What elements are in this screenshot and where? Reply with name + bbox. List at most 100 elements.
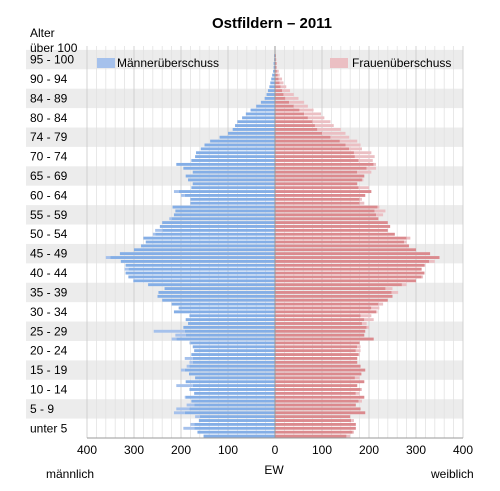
female-surplus-bar xyxy=(280,85,287,89)
female-bar xyxy=(275,248,416,252)
male-bar xyxy=(192,360,275,364)
female-bar xyxy=(275,69,277,73)
male-bar xyxy=(184,193,275,197)
female-bar xyxy=(275,337,374,341)
male-surplus-bar xyxy=(105,256,111,259)
age-group-label: 60 - 64 xyxy=(30,188,68,202)
female-bar xyxy=(275,372,362,376)
female-surplus-bar xyxy=(354,376,360,380)
male-surplus-bar xyxy=(181,193,185,197)
female-bar xyxy=(275,73,278,77)
male-bar xyxy=(185,395,275,399)
age-group-label: 45 - 49 xyxy=(30,247,68,261)
male-surplus-bar xyxy=(173,190,179,193)
female-surplus-bar xyxy=(312,120,331,124)
male-surplus-bar xyxy=(195,415,200,419)
female-surplus-bar xyxy=(361,178,364,182)
male-bar xyxy=(197,430,275,434)
male-bars xyxy=(105,46,276,438)
female-bar xyxy=(275,182,358,186)
male-bar xyxy=(185,318,275,322)
female-surplus-bar xyxy=(424,263,426,267)
male-bar xyxy=(171,302,275,306)
female-bar xyxy=(275,178,362,182)
female-surplus-bar xyxy=(358,186,369,190)
female-bar xyxy=(275,232,395,236)
female-bar xyxy=(275,364,361,368)
male-surplus-bar xyxy=(173,411,185,415)
male-surplus-bar xyxy=(152,232,156,236)
male-bar xyxy=(194,426,275,430)
male-bar xyxy=(164,287,275,291)
male-bar xyxy=(256,104,275,108)
male-bar xyxy=(128,267,275,271)
male-bar xyxy=(245,112,275,116)
male-bar xyxy=(134,279,275,283)
male-surplus-bar xyxy=(183,426,195,430)
x-tick-label: 300 xyxy=(124,443,144,457)
male-bar xyxy=(194,403,275,407)
female-bar xyxy=(275,96,286,100)
female-bar xyxy=(275,279,416,283)
female-bar xyxy=(275,329,366,333)
age-group-label: unter 5 xyxy=(30,421,68,435)
female-surplus-bar xyxy=(279,81,284,85)
age-group-label: 74 - 79 xyxy=(30,130,68,144)
male-bar xyxy=(125,263,275,267)
male-bar xyxy=(189,388,275,391)
male-bar xyxy=(273,62,275,65)
male-bar xyxy=(267,89,275,93)
female-bar xyxy=(275,205,378,209)
female-bar xyxy=(275,349,356,353)
male-bar xyxy=(189,314,275,318)
female-bar xyxy=(275,380,365,384)
male-bar xyxy=(185,380,275,384)
x-tick-label: 200 xyxy=(171,443,191,457)
female-surplus-bar xyxy=(278,77,283,81)
male-bar xyxy=(171,217,275,221)
female-surplus-bar xyxy=(364,318,374,322)
female-bar xyxy=(275,225,391,228)
female-bar xyxy=(275,271,425,275)
female-surplus-bar xyxy=(377,205,380,209)
female-surplus-bar xyxy=(378,302,384,306)
female-bar xyxy=(275,360,358,364)
female-bar xyxy=(275,244,409,248)
female-bar xyxy=(275,267,422,271)
female-bar xyxy=(275,302,379,306)
female-bar xyxy=(275,287,386,291)
male-surplus-bar xyxy=(169,217,172,221)
male-bar xyxy=(204,143,275,147)
female-bar xyxy=(275,100,290,104)
male-bar xyxy=(162,228,275,232)
x-tick-labels: 400 300 200 100 0 100 200 300 400 xyxy=(77,443,473,457)
female-surplus-bar xyxy=(322,131,346,135)
female-bars xyxy=(275,46,440,438)
female-bar xyxy=(275,151,354,155)
male-bar xyxy=(158,291,275,294)
female-surplus-bar xyxy=(293,104,308,108)
male-bar xyxy=(264,96,275,100)
male-bar xyxy=(192,356,275,360)
male-bar xyxy=(178,190,275,193)
legend-female-surplus: Frauenüberschuss xyxy=(330,56,451,70)
female-surplus-bar xyxy=(339,139,358,143)
female-bar xyxy=(275,291,392,294)
male-bar xyxy=(237,120,275,124)
male-bar xyxy=(120,259,275,263)
female-bar xyxy=(275,419,352,422)
female-bar xyxy=(275,345,358,349)
female-bar xyxy=(275,384,358,388)
male-bar xyxy=(176,337,275,341)
female-surplus-bar xyxy=(345,143,361,147)
female-bar xyxy=(275,228,388,232)
female-surplus-bar xyxy=(366,166,377,170)
age-group-label: 5 - 9 xyxy=(30,402,54,416)
male-bar xyxy=(119,252,276,256)
male-bar xyxy=(176,162,275,166)
female-surplus-bar xyxy=(289,100,305,104)
female-surplus-bar xyxy=(355,349,361,353)
female-bar xyxy=(275,77,279,81)
female-bar xyxy=(275,333,365,337)
legend-male-surplus: Männerüberschuss xyxy=(97,56,219,70)
